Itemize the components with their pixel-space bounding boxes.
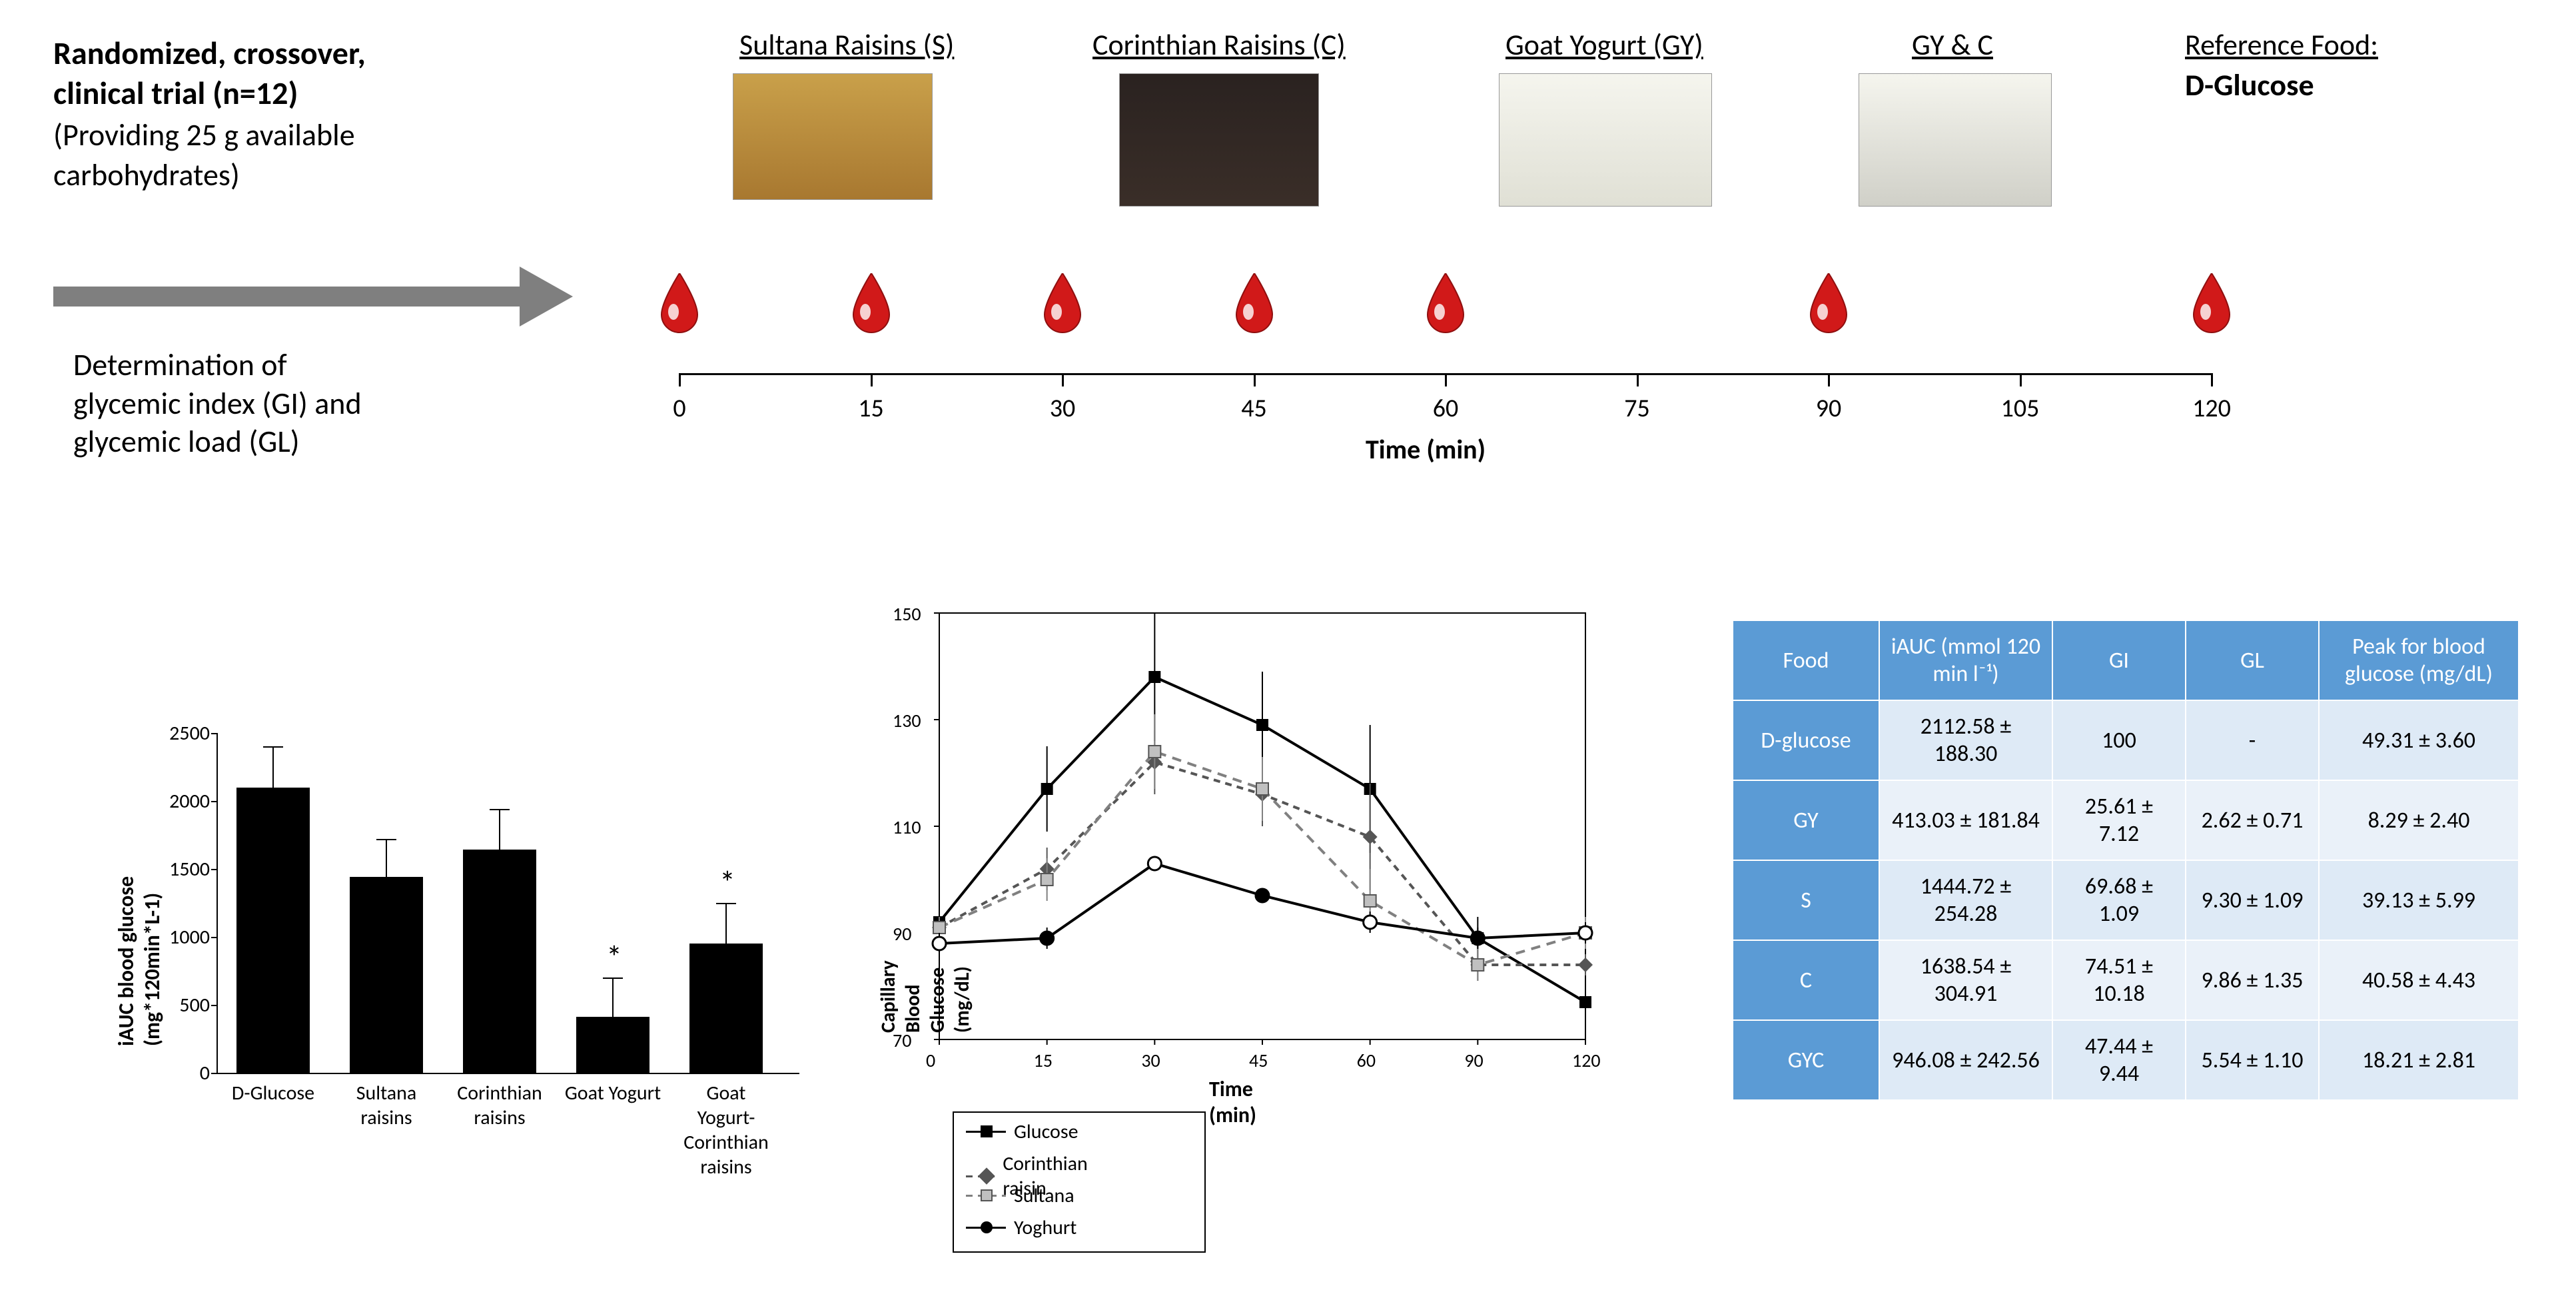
table-cell: 2.62 ± 0.71	[2186, 780, 2319, 860]
table-rowhead: GY	[1733, 780, 1879, 860]
table-cell: 49.31 ± 3.60	[2319, 700, 2519, 780]
table-cell: 47.44 ± 9.44	[2052, 1020, 2186, 1100]
table-header: Food	[1733, 620, 1879, 700]
table-rowhead: S	[1733, 860, 1879, 940]
table-rowhead: GYC	[1733, 1020, 1879, 1100]
linechart-x-title: Time (min)	[1209, 1076, 1256, 1128]
table-header: iAUC (mmol 120 min l⁻¹)	[1879, 620, 2052, 700]
table-cell: -	[2186, 700, 2319, 780]
table-cell: 946.08 ± 242.56	[1879, 1020, 2052, 1100]
table-cell: 8.29 ± 2.40	[2319, 780, 2519, 860]
table-rowhead: C	[1733, 940, 1879, 1020]
table-cell: 100	[2052, 700, 2186, 780]
table-cell: 413.03 ± 181.84	[1879, 780, 2052, 860]
table-cell: 25.61 ± 7.12	[2052, 780, 2186, 860]
table-cell: 9.30 ± 1.09	[2186, 860, 2319, 940]
table-cell: 5.54 ± 1.10	[2186, 1020, 2319, 1100]
table-cell: 40.58 ± 4.43	[2319, 940, 2519, 1020]
table-cell: 2112.58 ± 188.30	[1879, 700, 2052, 780]
table-cell: 1444.72 ± 254.28	[1879, 860, 2052, 940]
table-cell: 39.13 ± 5.99	[2319, 860, 2519, 940]
table-cell: 1638.54 ± 304.91	[1879, 940, 2052, 1020]
table-cell: 18.21 ± 2.81	[2319, 1020, 2519, 1100]
table-cell: 69.68 ± 1.09	[2052, 860, 2186, 940]
table-rowhead: D-glucose	[1733, 700, 1879, 780]
table-header: Peak for blood glucose (mg/dL)	[2319, 620, 2519, 700]
table-header: GL	[2186, 620, 2319, 700]
linechart-y-title: Capillary Blood Glucose (mg/dL)	[876, 960, 975, 1033]
table-cell: 74.51 ± 10.18	[2052, 940, 2186, 1020]
table-header: GI	[2052, 620, 2186, 700]
table-cell: 9.86 ± 1.35	[2186, 940, 2319, 1020]
